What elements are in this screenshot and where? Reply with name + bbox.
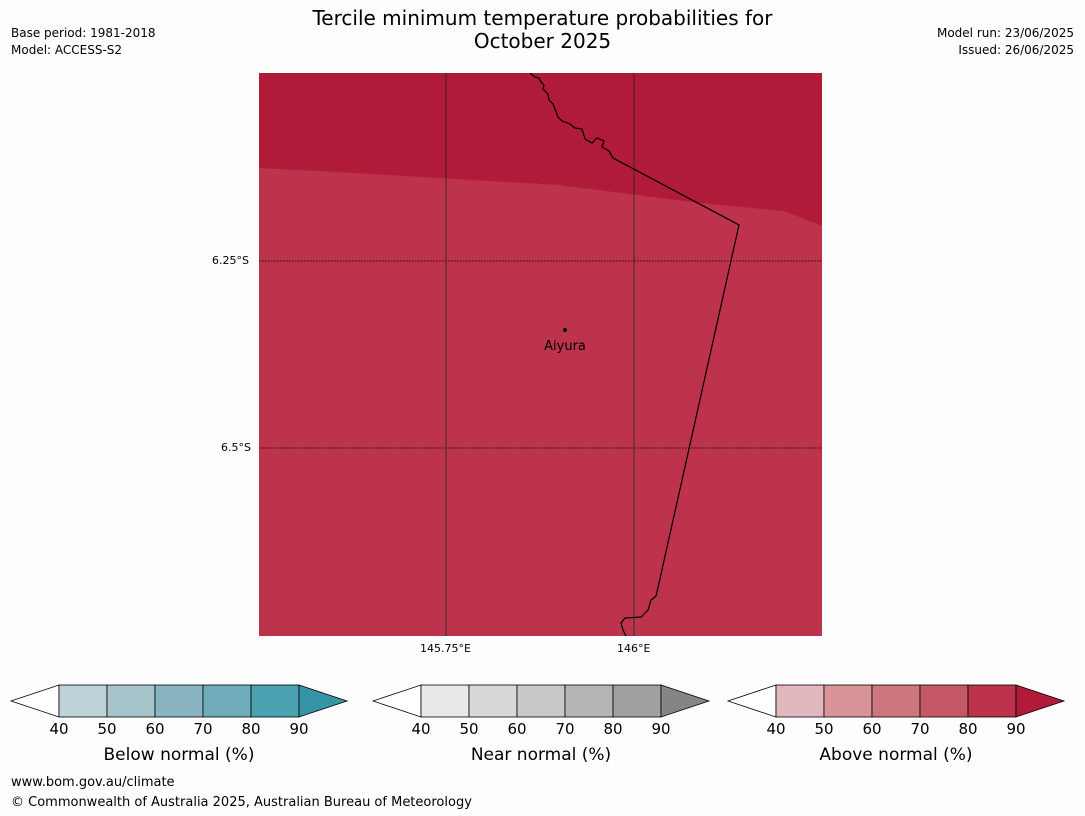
title-line-1: Tercile minimum temperature probabilitie… [312,6,773,30]
colorbar-segment [298,684,349,718]
map-region-above-90 [259,73,822,226]
colorbar-tick: 40 [49,720,68,738]
colorbar-near-normal: 40 50 60 70 80 90 [371,684,711,738]
colorbar-tick: 70 [910,720,929,738]
colorbar-segment [1015,684,1066,718]
colorbar-segment [564,684,614,718]
colorbar-segment [919,684,969,718]
colorbar-tick: 80 [958,720,977,738]
lon-label-2: 146°E [617,642,651,655]
colorbar-tick: 90 [1006,720,1025,738]
colorbar-tick: 50 [814,720,833,738]
colorbar-segment [420,684,470,718]
province-border-line [529,73,740,636]
colorbar-tick: 80 [603,720,622,738]
colorbar-tick: 40 [766,720,785,738]
colorbar-segment [250,684,300,718]
lon-label-1: 145.75°E [420,642,471,655]
colorbar-tick: 60 [862,720,881,738]
lat-label-1: 6.25°S [212,254,249,267]
colorbar-segment [202,684,252,718]
colorbar-below-label: Below normal (%) [103,745,255,765]
header-right: Model run: 23/06/2025 Issued: 26/06/2025 [937,25,1074,59]
colorbar-segment [660,684,711,718]
footer-url-link[interactable]: www.bom.gov.au/climate [11,775,175,790]
title-line-2: October 2025 [473,29,612,53]
header-left: Base period: 1981-2018 Model: ACCESS-S2 [11,25,156,59]
colorbar-tick: 70 [193,720,212,738]
footer-copyright: © Commonwealth of Australia 2025, Austra… [11,795,472,810]
colorbar-above-normal: 40 50 60 70 80 90 [726,684,1066,738]
colorbar-near-label: Near normal (%) [470,745,612,765]
colorbar-segment [9,684,60,718]
colorbar-tick: 50 [97,720,116,738]
colorbar-segment [967,684,1017,718]
colorbar-segment [612,684,662,718]
colorbar-tick: 60 [507,720,526,738]
place-label: Aiyura [544,339,586,354]
colorbar-segment [516,684,566,718]
colorbar-segment [106,684,156,718]
probability-map[interactable]: Aiyura [259,73,822,636]
colorbar-segment [726,684,777,718]
colorbar-tick: 70 [555,720,574,738]
colorbar-segment [468,684,518,718]
colorbar-segment [154,684,204,718]
location-marker-icon[interactable] [563,328,567,332]
model-text: Model: ACCESS-S2 [11,43,123,57]
colorbar-segment [58,684,108,718]
colorbar-above-label: Above normal (%) [819,745,973,765]
colorbar-segment [371,684,422,718]
colorbar-tick: 50 [459,720,478,738]
base-period-text: Base period: 1981-2018 [11,26,156,40]
colorbar-segment [775,684,825,718]
colorbar-tick: 60 [145,720,164,738]
lat-label-2: 6.5°S [221,441,251,454]
colorbar-tick: 80 [241,720,260,738]
colorbar-below-normal: 40 50 60 70 80 90 [9,684,349,738]
model-run-text: Model run: 23/06/2025 [936,26,1074,40]
colorbar-legends: 40 50 60 70 80 90 40 50 60 70 80 90 40 5… [9,684,1066,738]
colorbar-tick: 40 [411,720,430,738]
page-title: Tercile minimum temperature probabilitie… [0,7,1085,53]
colorbar-tick: 90 [289,720,308,738]
colorbar-segment [871,684,921,718]
colorbar-segment [823,684,873,718]
issued-text: Issued: 26/06/2025 [958,43,1074,57]
colorbar-tick: 90 [651,720,670,738]
